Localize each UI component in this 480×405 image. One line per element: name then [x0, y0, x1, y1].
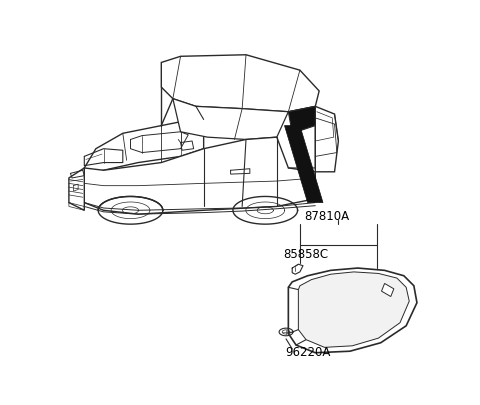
Polygon shape [173, 99, 288, 139]
Polygon shape [84, 119, 204, 173]
Polygon shape [285, 126, 323, 202]
Polygon shape [288, 107, 315, 133]
Polygon shape [299, 272, 409, 347]
Text: 87810A: 87810A [304, 210, 349, 223]
Polygon shape [84, 137, 315, 214]
Polygon shape [288, 268, 417, 353]
Polygon shape [315, 107, 338, 172]
Text: 85858C: 85858C [284, 248, 329, 261]
Polygon shape [161, 55, 319, 112]
Polygon shape [382, 284, 394, 296]
Polygon shape [69, 168, 84, 210]
Text: 96220A: 96220A [285, 346, 330, 359]
